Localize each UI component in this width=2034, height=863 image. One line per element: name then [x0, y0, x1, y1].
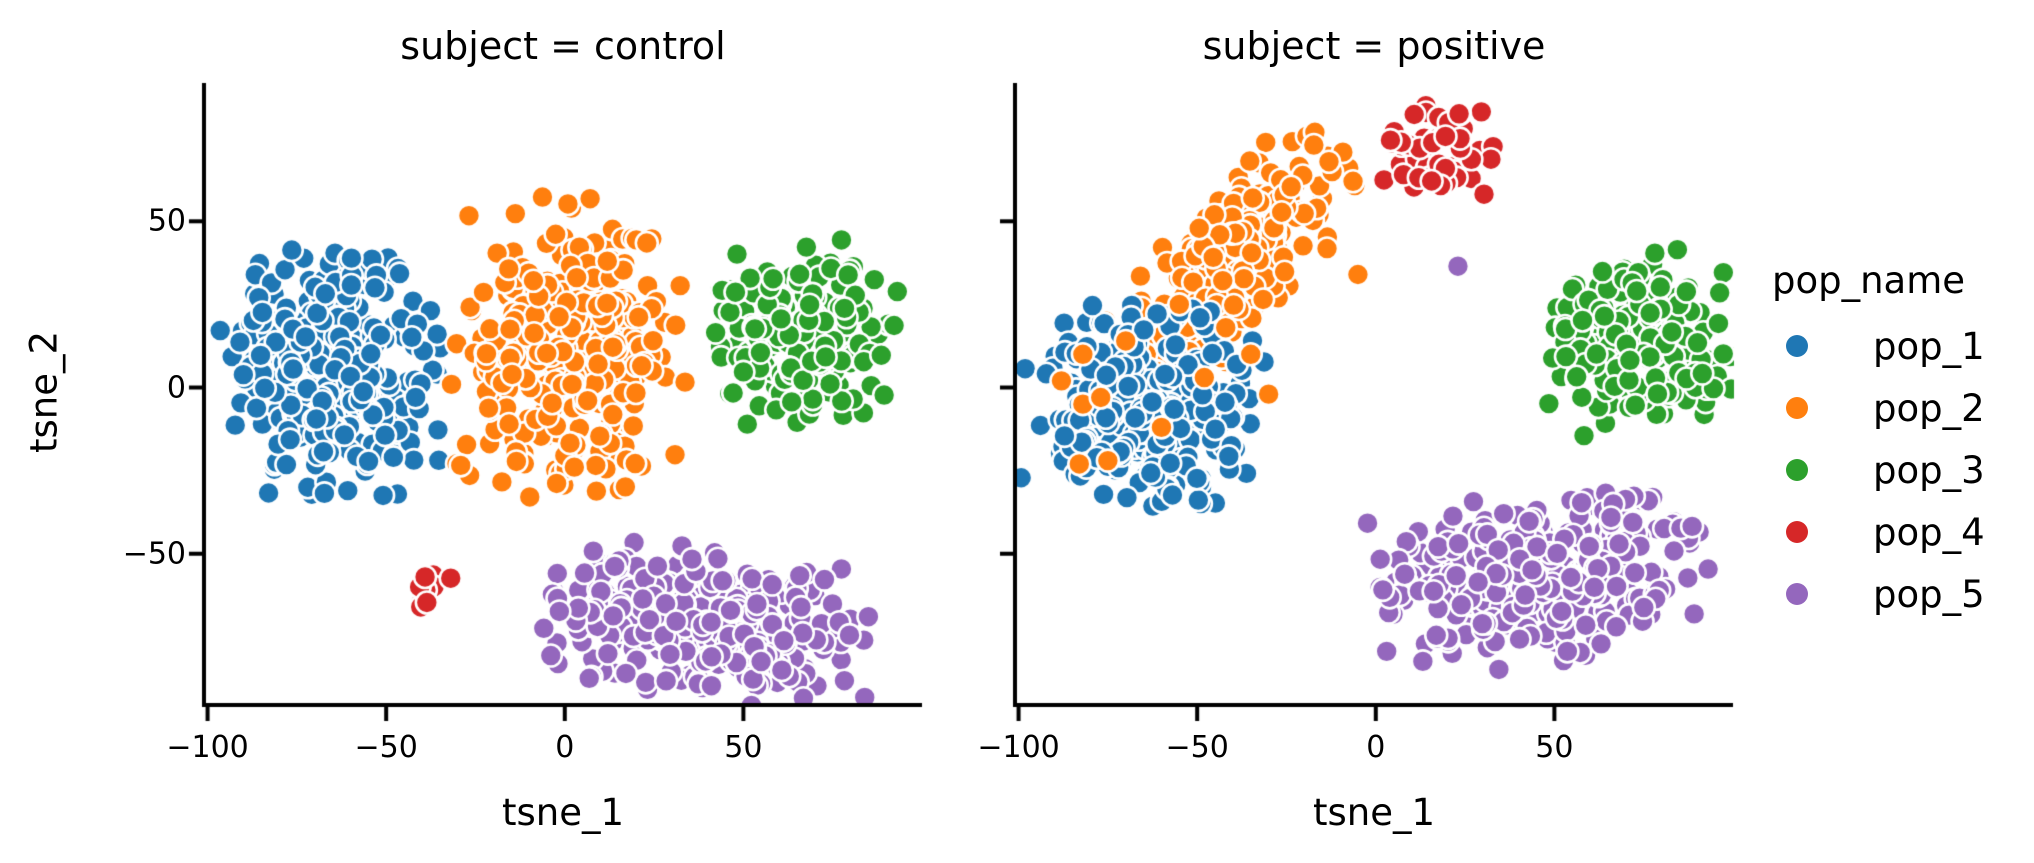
legend-label: pop_5: [1873, 572, 1985, 616]
x-tick-label: 0: [1366, 730, 1386, 765]
legend-item-pop_2: pop_2: [1772, 386, 1985, 430]
legend-label: pop_3: [1873, 448, 1985, 492]
legend-marker-icon: [1786, 583, 1808, 605]
legend-item-pop_1: pop_1: [1772, 324, 1985, 368]
legend-marker-icon: [1786, 521, 1808, 543]
x-tick-label: 50: [724, 730, 763, 765]
legend-label: pop_1: [1873, 324, 1985, 368]
x-axis-label-left: tsne_1: [501, 791, 625, 834]
legend-marker-icon: [1786, 335, 1808, 357]
y-tick-label: −50: [122, 536, 186, 572]
legend-marker-icon: [1786, 459, 1808, 481]
x-tick-label: −100: [977, 730, 1060, 765]
x-axis-label-right: tsne_1: [1312, 791, 1436, 834]
legend-label: pop_4: [1873, 510, 1985, 554]
x-tick-label: −100: [166, 730, 249, 765]
legend-item-pop_4: pop_4: [1772, 510, 1985, 554]
legend-title: pop_name: [1772, 259, 1966, 302]
x-tick-label: 50: [1535, 730, 1574, 765]
x-tick-label: 0: [555, 730, 575, 765]
legend-marker-icon: [1786, 397, 1808, 419]
y-axis-label: tsne_2: [22, 330, 66, 454]
y-tick-label: 0: [166, 370, 186, 406]
y-tick-label: 50: [147, 203, 186, 239]
legend-item-pop_5: pop_5: [1772, 572, 1985, 616]
facet-title-positive: subject = positive: [1202, 24, 1546, 68]
x-tick-label: −50: [354, 730, 418, 765]
legend-label: pop_2: [1873, 386, 1985, 430]
facet-title-control: subject = control: [400, 24, 726, 68]
legend-items: pop_1 pop_2 pop_3 pop_4 pop_5: [1772, 324, 1985, 616]
legend: pop_name pop_1 pop_2 pop_3 pop_4 pop_5: [1772, 259, 1985, 616]
x-tick-label: −50: [1165, 730, 1229, 765]
legend-item-pop_3: pop_3: [1772, 448, 1985, 492]
